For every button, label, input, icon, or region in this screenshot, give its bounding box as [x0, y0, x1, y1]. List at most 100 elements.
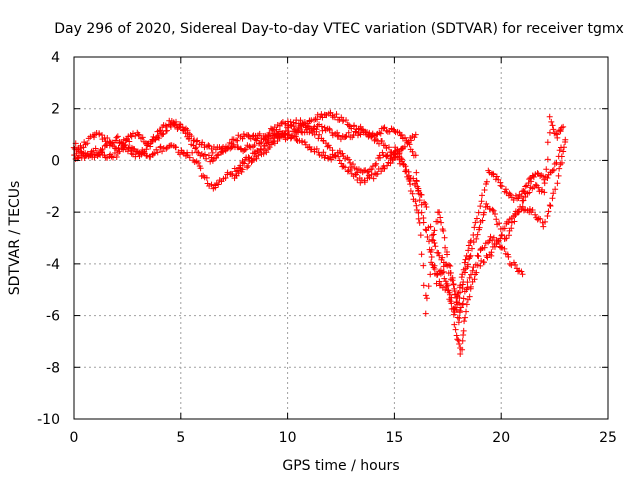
data-point	[273, 126, 280, 133]
data-point	[157, 143, 164, 150]
data-point	[453, 306, 460, 313]
data-point	[463, 301, 470, 308]
data-point	[366, 129, 373, 136]
data-point	[507, 191, 514, 198]
data-point	[255, 152, 262, 159]
data-point	[403, 168, 410, 175]
data-point	[369, 132, 376, 139]
data-series	[70, 109, 569, 358]
data-point	[427, 223, 434, 230]
data-point	[416, 190, 423, 197]
data-point	[477, 262, 484, 269]
data-point	[478, 198, 485, 205]
data-point	[473, 215, 480, 222]
data-point	[333, 111, 340, 118]
data-point	[455, 337, 462, 344]
data-point	[474, 262, 481, 269]
y-tick-label: 0	[51, 153, 60, 169]
data-point	[372, 136, 379, 143]
data-point	[84, 140, 91, 147]
data-point	[245, 162, 252, 169]
x-axis-tick-labels: 0 5 10 15 20 25	[70, 430, 617, 446]
data-point	[412, 152, 419, 159]
data-point	[529, 207, 536, 214]
data-point	[407, 181, 414, 188]
data-point	[132, 132, 139, 139]
data-point	[433, 272, 440, 279]
data-point	[456, 294, 463, 301]
data-point	[498, 232, 505, 239]
data-point	[377, 130, 384, 137]
data-point	[153, 146, 160, 153]
data-point	[358, 126, 365, 133]
data-point	[444, 287, 451, 294]
data-point	[373, 160, 380, 167]
data-point	[99, 146, 106, 153]
data-point	[177, 121, 184, 128]
data-point	[256, 130, 263, 137]
data-point	[118, 140, 125, 147]
data-point	[477, 203, 484, 210]
data-point	[560, 148, 567, 155]
data-point	[435, 249, 442, 256]
y-tick-label: 2	[51, 102, 60, 118]
data-point	[450, 281, 457, 288]
data-point	[448, 306, 455, 313]
data-point	[399, 156, 406, 163]
x-tick-label: 15	[385, 430, 403, 446]
data-point	[244, 164, 251, 171]
data-point	[253, 155, 260, 162]
data-point	[86, 152, 93, 159]
series-trace-g	[433, 136, 569, 358]
data-point	[508, 225, 515, 232]
data-point	[163, 145, 170, 152]
data-point	[505, 219, 512, 226]
data-point	[357, 123, 364, 130]
data-point	[318, 123, 325, 130]
data-point	[361, 179, 368, 186]
data-point	[423, 295, 430, 302]
data-point	[382, 142, 389, 149]
data-point	[456, 289, 463, 296]
data-point	[488, 249, 495, 256]
data-point	[484, 254, 491, 261]
data-point	[558, 153, 565, 160]
data-point	[383, 145, 390, 152]
data-point	[186, 154, 193, 161]
data-point	[558, 159, 565, 166]
data-point	[532, 211, 539, 218]
data-point	[519, 271, 526, 278]
data-point	[331, 152, 338, 159]
data-point	[347, 159, 354, 166]
data-point	[400, 161, 407, 168]
data-point	[390, 156, 397, 163]
data-point	[404, 140, 411, 147]
data-point	[192, 145, 199, 152]
data-point	[487, 233, 494, 240]
data-point	[412, 131, 419, 138]
series-trace-d	[231, 117, 419, 186]
data-point	[115, 144, 122, 151]
data-point	[461, 259, 468, 266]
data-point	[422, 200, 429, 207]
data-point	[167, 121, 174, 128]
data-point	[466, 293, 473, 300]
data-point	[104, 135, 111, 142]
data-point	[540, 223, 547, 230]
data-point	[550, 190, 557, 197]
data-point	[274, 137, 281, 144]
data-point	[485, 239, 492, 246]
data-point	[209, 149, 216, 156]
data-point	[447, 298, 454, 305]
data-point	[474, 231, 481, 238]
data-point	[430, 231, 437, 238]
data-point	[301, 118, 308, 125]
data-point	[400, 160, 407, 167]
data-point	[558, 124, 565, 131]
data-point	[293, 136, 300, 143]
data-point	[250, 156, 257, 163]
data-point	[336, 147, 343, 154]
data-point	[242, 146, 249, 153]
data-point	[157, 127, 164, 134]
data-point	[547, 203, 554, 210]
